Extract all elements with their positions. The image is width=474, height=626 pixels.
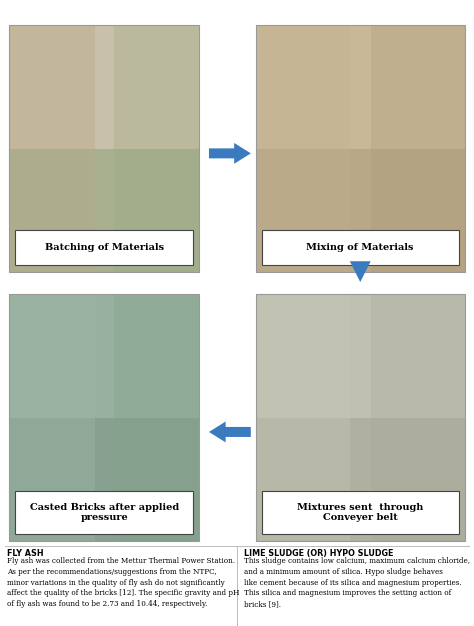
FancyBboxPatch shape: [114, 25, 199, 272]
FancyBboxPatch shape: [371, 25, 465, 272]
FancyBboxPatch shape: [256, 149, 465, 272]
FancyBboxPatch shape: [9, 25, 199, 149]
FancyBboxPatch shape: [256, 294, 350, 541]
FancyBboxPatch shape: [114, 294, 199, 541]
FancyBboxPatch shape: [256, 25, 465, 149]
Text: This sludge contains low calcium, maximum calcium chloride,
and a minimum amount: This sludge contains low calcium, maximu…: [244, 557, 470, 608]
FancyBboxPatch shape: [256, 25, 350, 272]
Text: FLY ASH: FLY ASH: [7, 549, 44, 558]
Text: Fly ash was collected from the Mettur Thermal Power Station.
As per the recommen: Fly ash was collected from the Mettur Th…: [7, 557, 240, 608]
FancyBboxPatch shape: [9, 418, 199, 541]
FancyBboxPatch shape: [256, 418, 465, 541]
FancyBboxPatch shape: [262, 230, 459, 265]
Text: LIME SLUDGE (OR) HYPO SLUDGE: LIME SLUDGE (OR) HYPO SLUDGE: [244, 549, 393, 558]
Text: Casted Bricks after applied
pressure: Casted Bricks after applied pressure: [30, 503, 179, 522]
Text: Mixtures sent  through
Conveyer belt: Mixtures sent through Conveyer belt: [297, 503, 423, 522]
FancyBboxPatch shape: [262, 491, 459, 534]
FancyBboxPatch shape: [15, 491, 193, 534]
FancyBboxPatch shape: [9, 25, 95, 272]
FancyBboxPatch shape: [9, 149, 199, 272]
FancyBboxPatch shape: [9, 294, 199, 418]
FancyBboxPatch shape: [9, 294, 95, 541]
FancyBboxPatch shape: [256, 294, 465, 418]
Text: Mixing of Materials: Mixing of Materials: [307, 243, 414, 252]
FancyBboxPatch shape: [15, 230, 193, 265]
FancyBboxPatch shape: [371, 294, 465, 541]
Text: Batching of Materials: Batching of Materials: [45, 243, 164, 252]
